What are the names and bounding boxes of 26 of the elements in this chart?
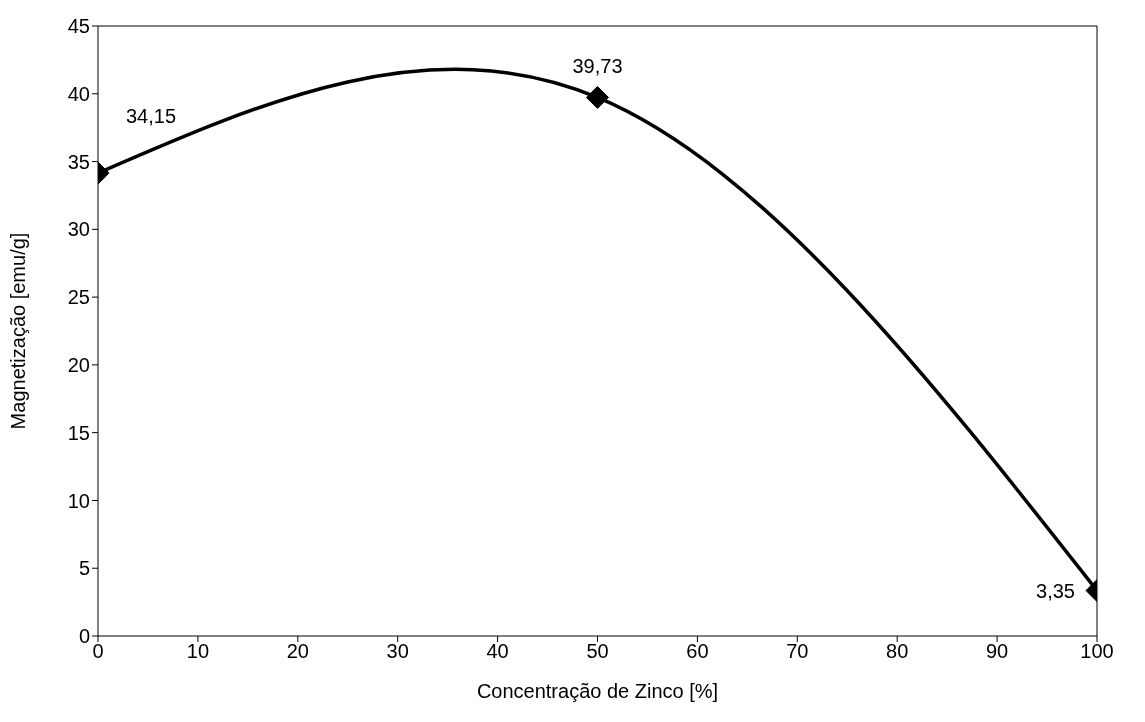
x-tick-label: 70 <box>786 640 809 663</box>
y-tick-label: 5 <box>78 557 90 580</box>
y-tick-label: 10 <box>67 489 90 512</box>
x-tick-label: 40 <box>486 640 509 663</box>
x-axis-title: Concentração de Zinco [%] <box>476 680 719 702</box>
x-tick-label: 100 <box>1080 640 1114 663</box>
x-tick-label: 90 <box>985 640 1009 663</box>
x-tick-label: 80 <box>886 640 909 663</box>
data-label: 39,73 <box>572 55 623 78</box>
x-tick-label: 30 <box>386 640 409 663</box>
y-tick-label: 25 <box>67 286 90 309</box>
data-label: 34,15 <box>126 105 177 128</box>
x-tick-label: 20 <box>286 640 309 663</box>
data-label: 3,35 <box>1036 579 1075 602</box>
y-tick-label: 30 <box>67 218 90 241</box>
y-tick-label: 20 <box>67 353 90 376</box>
y-tick-label: 15 <box>67 421 90 444</box>
x-tick-label: 10 <box>186 640 210 663</box>
x-tick-label: 0 <box>92 640 104 663</box>
y-axis-title: Magnetização [emu/g] <box>7 232 30 430</box>
y-tick-label: 45 <box>67 15 90 38</box>
y-tick-label: 35 <box>67 150 90 173</box>
x-tick-label: 50 <box>586 640 609 663</box>
y-tick-label: 40 <box>67 82 90 105</box>
x-tick-label: 60 <box>686 640 709 663</box>
y-tick-label: 0 <box>78 625 90 648</box>
